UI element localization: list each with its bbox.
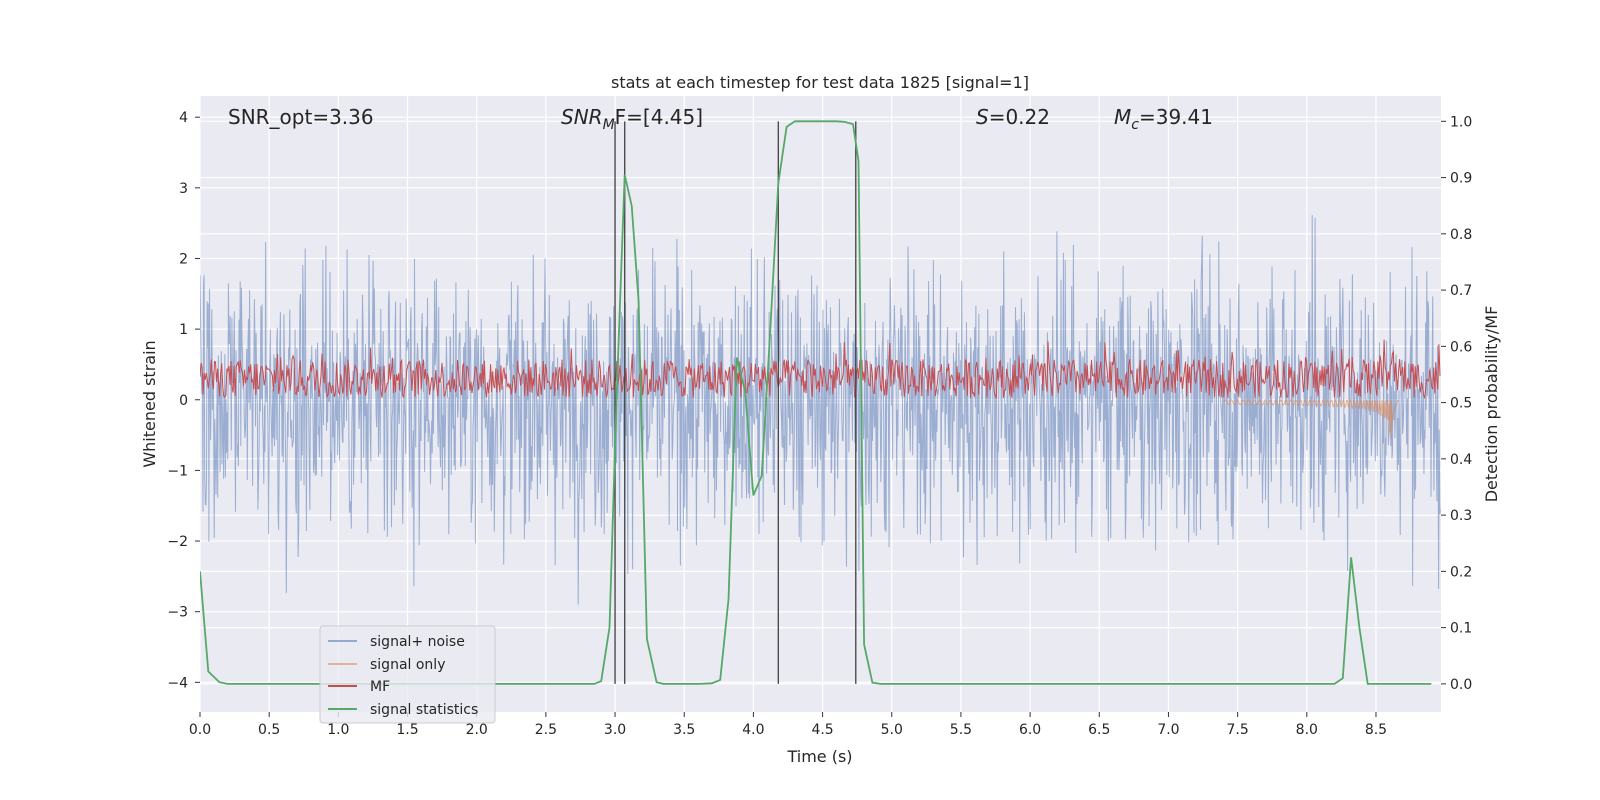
y-right-axis-ticks: 1.0 0.9 0.8 0.7 0.6 0.5 0.4 0.3 0.2 0.1 0.0 <box>1441 114 1472 693</box>
x-tick-label: 7.0 <box>1157 722 1179 738</box>
x-tick-label: 3.0 <box>604 722 626 738</box>
legend: signal+ noise signal only MF signal stat… <box>319 625 496 724</box>
x-tick-label: 3.5 <box>673 722 695 738</box>
legend-box <box>319 625 496 724</box>
x-tick-label: 5.0 <box>881 722 903 738</box>
y-left-tick-label: 2 <box>179 251 188 267</box>
y-right-tick-label: 0.0 <box>1450 677 1472 693</box>
y-left-tick-label: −4 <box>167 675 188 691</box>
x-tick-label: 2.0 <box>466 722 488 738</box>
x-tick-label: 1.0 <box>327 722 349 738</box>
x-tick-label: 1.5 <box>396 722 418 738</box>
chart-title: stats at each timestep for test data 182… <box>611 73 1029 92</box>
mf-line <box>200 339 1441 400</box>
annotation-mc: Mc=39.41 <box>1114 105 1213 133</box>
y-left-tick-label: −2 <box>167 534 188 550</box>
y-right-tick-label: 0.6 <box>1450 339 1472 355</box>
vertical-markers <box>614 121 857 684</box>
y-right-tick-label: 0.9 <box>1450 171 1472 187</box>
y-left-tick-label: 3 <box>179 181 188 197</box>
signal-only-series <box>1223 398 1399 440</box>
x-tick-label: 0.0 <box>189 722 211 738</box>
annotation-snr-mf: SNRMF=[4.45] <box>561 105 703 133</box>
mf-series <box>200 339 1441 400</box>
x-tick-label: 0.5 <box>258 722 280 738</box>
y-right-tick-label: 0.1 <box>1450 621 1472 637</box>
y-right-tick-label: 0.2 <box>1450 564 1472 580</box>
y-right-tick-label: 0.3 <box>1450 508 1472 524</box>
signal-noise-line <box>200 215 1441 605</box>
legend-label-signal-noise: signal+ noise <box>370 634 465 650</box>
x-tick-label: 2.5 <box>535 722 557 738</box>
signal-statistics-series <box>200 120 1432 685</box>
annotation-snr-opt: SNR_opt=3.36 <box>228 105 374 129</box>
y-right-tick-label: 0.8 <box>1450 227 1472 243</box>
x-tick-label: 5.5 <box>950 722 972 738</box>
signal-statistics-line <box>200 120 1432 685</box>
x-tick-label: 6.5 <box>1088 722 1110 738</box>
y-right-axis-label: Detection probability/MF <box>1482 306 1501 503</box>
y-left-axis-label: Whitened strain <box>140 340 159 467</box>
y-right-tick-label: 0.5 <box>1450 396 1472 412</box>
y-left-tick-label: −1 <box>167 463 188 479</box>
y-left-tick-label: 0 <box>179 393 188 409</box>
legend-label-signal-statistics: signal statistics <box>370 702 478 718</box>
annotation-mc-rest: =39.41 <box>1139 105 1213 129</box>
annotation-snr-mf-sub: M <box>603 117 615 133</box>
annotation-s: S=0.22 <box>976 105 1050 129</box>
y-right-tick-label: 0.7 <box>1450 283 1472 299</box>
x-tick-label: 4.0 <box>742 722 764 738</box>
legend-label-signal-only: signal only <box>370 657 445 673</box>
signal-only-line <box>1223 398 1399 440</box>
y-left-tick-label: 1 <box>179 322 188 338</box>
y-left-tick-label: 4 <box>179 110 188 126</box>
y-right-tick-label: 1.0 <box>1450 114 1472 130</box>
annotation-snr-mf-main: SNR <box>561 105 603 129</box>
x-axis-ticks: 0.0 0.5 1.0 1.5 2.0 2.5 3.0 3.5 4.0 4.5 5.0 5.5 6.0 6… <box>189 712 1387 738</box>
x-tick-label: 8.5 <box>1365 722 1387 738</box>
y-left-tick-label: −3 <box>167 605 188 621</box>
y-right-tick-label: 0.4 <box>1450 452 1472 468</box>
x-tick-label: 7.5 <box>1226 722 1248 738</box>
x-tick-label: 4.5 <box>811 722 833 738</box>
annotation-mc-sub: c <box>1131 117 1139 133</box>
annotation-s-rest: =0.22 <box>989 105 1050 129</box>
x-tick-label: 6.0 <box>1019 722 1041 738</box>
annotation-s-main: S <box>976 105 989 129</box>
legend-label-mf: MF <box>370 679 390 695</box>
signal-noise-series <box>200 215 1441 605</box>
y-left-axis-ticks: 4 3 2 1 0 −1 −2 −3 −4 <box>167 110 200 691</box>
x-tick-label: 8.0 <box>1296 722 1318 738</box>
annotation-snr-mf-rest: F=[4.45] <box>615 105 703 129</box>
annotation-mc-main: M <box>1114 105 1131 129</box>
x-axis-label: Time (s) <box>786 747 852 766</box>
